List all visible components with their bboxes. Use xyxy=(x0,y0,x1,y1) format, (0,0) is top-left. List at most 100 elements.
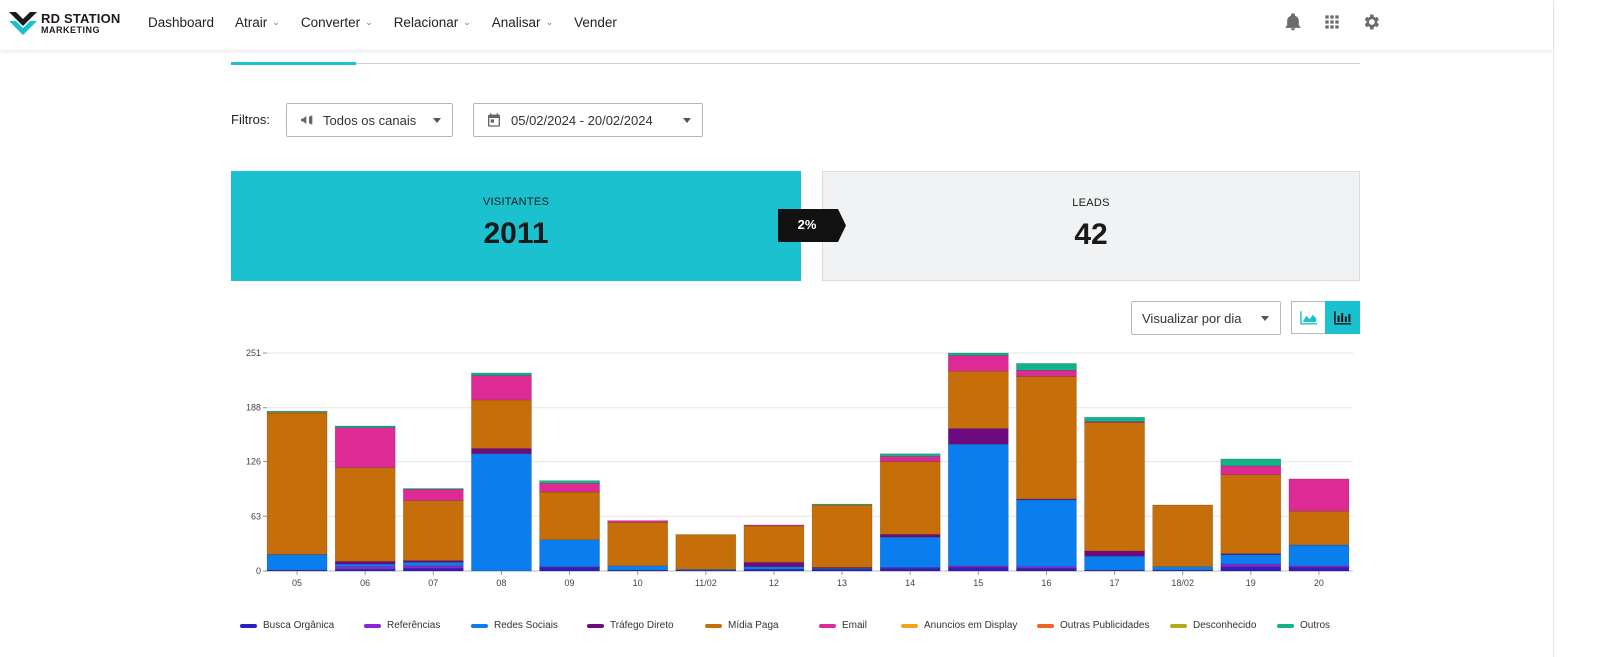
bar-segment xyxy=(879,453,941,457)
legend-label: Email xyxy=(842,620,868,631)
legend-label: Busca Orgânica xyxy=(263,620,335,631)
date-range-value: 05/02/2024 - 20/02/2024 xyxy=(511,112,653,128)
bar-segment xyxy=(1084,555,1145,571)
bar-chart-toggle[interactable] xyxy=(1325,301,1360,334)
legend-item[interactable]: Mídia Paga xyxy=(705,620,819,631)
bar-segment xyxy=(1220,566,1282,572)
y-tick-label: 63 xyxy=(251,511,261,521)
legend-item[interactable]: Busca Orgânica xyxy=(240,620,364,631)
bar-segment xyxy=(471,372,532,376)
nav-dashboard-label: Dashboard xyxy=(148,14,215,30)
nav-dashboard[interactable]: Dashboard xyxy=(148,15,214,30)
bar-segment xyxy=(1288,544,1350,567)
bar-segment xyxy=(403,568,464,572)
bar-segment xyxy=(334,563,396,567)
bar-segment xyxy=(1084,550,1145,557)
leads-label: LEADS xyxy=(1072,197,1110,209)
legend-item[interactable]: Email xyxy=(819,620,901,631)
y-tick-label: 0 xyxy=(256,566,261,576)
caret-down-icon xyxy=(1261,316,1269,321)
nav-analisar[interactable]: Analisar ⌄ xyxy=(492,15,553,30)
y-tick-label: 188 xyxy=(246,403,261,413)
filters-label: Filtros: xyxy=(231,112,270,127)
bar-segment xyxy=(1084,416,1145,422)
bar-segment xyxy=(1220,563,1282,567)
bar-segment xyxy=(539,539,600,567)
bar-segment xyxy=(948,352,1009,356)
legend-item[interactable]: Referências xyxy=(364,620,471,631)
legend-label: Desconhecido xyxy=(1193,620,1257,631)
settings-gear-icon[interactable] xyxy=(1361,12,1381,32)
conversion-rate-value: 2% xyxy=(797,217,817,232)
bar-segment xyxy=(879,461,941,535)
bar-segment xyxy=(334,467,396,562)
x-tick-label: 20 xyxy=(1314,578,1324,588)
apps-grid-icon[interactable] xyxy=(1322,12,1342,32)
legend-label: Referências xyxy=(387,620,441,631)
bar-segment xyxy=(948,567,1009,572)
x-tick-label: 05 xyxy=(292,578,302,588)
bar-segment xyxy=(811,504,873,568)
nav-analisar-label: Analisar xyxy=(491,14,541,30)
y-tick-label: 126 xyxy=(246,457,261,467)
area-chart-toggle[interactable] xyxy=(1291,301,1326,334)
legend-swatch xyxy=(364,623,381,628)
bar-segment xyxy=(1016,370,1077,377)
nav-converter-label: Converter xyxy=(300,14,361,30)
bar-segment xyxy=(539,491,600,541)
legend-item[interactable]: Tráfego Direto xyxy=(587,620,705,631)
bar-segment xyxy=(1016,499,1077,567)
nav-atrair[interactable]: Atrair ⌄ xyxy=(235,15,280,30)
visitors-card: VISITANTES 2011 xyxy=(231,171,801,281)
caret-down-icon xyxy=(683,118,691,123)
x-tick-label: 18/02 xyxy=(1171,578,1194,588)
date-range-select[interactable]: 05/02/2024 - 20/02/2024 xyxy=(473,103,703,137)
view-by-select[interactable]: Visualizar por dia xyxy=(1131,301,1281,335)
bar-segment xyxy=(1220,458,1282,467)
x-tick-label: 11/02 xyxy=(695,578,717,588)
active-tab-indicator[interactable] xyxy=(231,62,356,65)
legend-swatch xyxy=(1277,623,1294,628)
view-by-value: Visualizar por dia xyxy=(1142,310,1242,326)
bar-segment xyxy=(675,534,737,570)
bar-segment xyxy=(403,562,464,567)
bar-segment xyxy=(1016,376,1077,500)
legend-item[interactable]: Outras Publicidades xyxy=(1037,620,1170,631)
channel-filter-select[interactable]: Todos os canais xyxy=(286,103,453,137)
chart-legend: Busca Orgânica Referências Redes Sociais Tr… xyxy=(240,620,1337,631)
x-tick-label: 12 xyxy=(769,578,779,588)
bar-chart-icon xyxy=(1333,311,1351,325)
nav-vender[interactable]: Vender xyxy=(574,15,617,30)
top-navigation-bar: RD STATION MARKETING Dashboard Atrair ⌄ C… xyxy=(0,0,1553,50)
bar-segment xyxy=(266,410,328,413)
bar-segment xyxy=(948,355,1009,372)
legend-item[interactable]: Redes Sociais xyxy=(471,620,587,631)
legend-item[interactable]: Anuncios em Display xyxy=(901,620,1037,631)
legend-label: Mídia Paga xyxy=(728,620,779,631)
rd-station-logo[interactable]: RD STATION MARKETING xyxy=(9,9,129,39)
legend-swatch xyxy=(901,623,918,628)
nav-vender-label: Vender xyxy=(574,14,617,30)
nav-atrair-label: Atrair xyxy=(235,14,268,30)
chevron-down-icon: ⌄ xyxy=(272,16,280,27)
legend-item[interactable]: Desconhecido xyxy=(1170,620,1277,631)
x-tick-label: 06 xyxy=(360,578,370,588)
legend-label: Outros xyxy=(1300,620,1331,631)
visitors-label: VISITANTES xyxy=(482,196,550,208)
legend-label: Tráfego Direto xyxy=(610,620,674,631)
nav-converter[interactable]: Converter ⌄ xyxy=(301,15,373,30)
bell-icon[interactable] xyxy=(1283,12,1303,32)
nav-relacionar[interactable]: Relacionar ⌄ xyxy=(394,15,471,30)
x-tick-label: 08 xyxy=(496,578,506,588)
bar-segment xyxy=(539,480,600,484)
brand-subtitle: MARKETING xyxy=(41,25,100,35)
x-tick-label: 15 xyxy=(973,578,983,588)
bar-segment xyxy=(1288,510,1350,546)
bar-segment xyxy=(1152,504,1213,567)
bar-segment xyxy=(471,448,532,455)
bar-segment xyxy=(675,568,737,571)
bar-segment xyxy=(471,399,532,449)
bar-segment xyxy=(879,568,941,572)
bar-segment xyxy=(1016,363,1077,371)
legend-item[interactable]: Outros xyxy=(1277,620,1337,631)
